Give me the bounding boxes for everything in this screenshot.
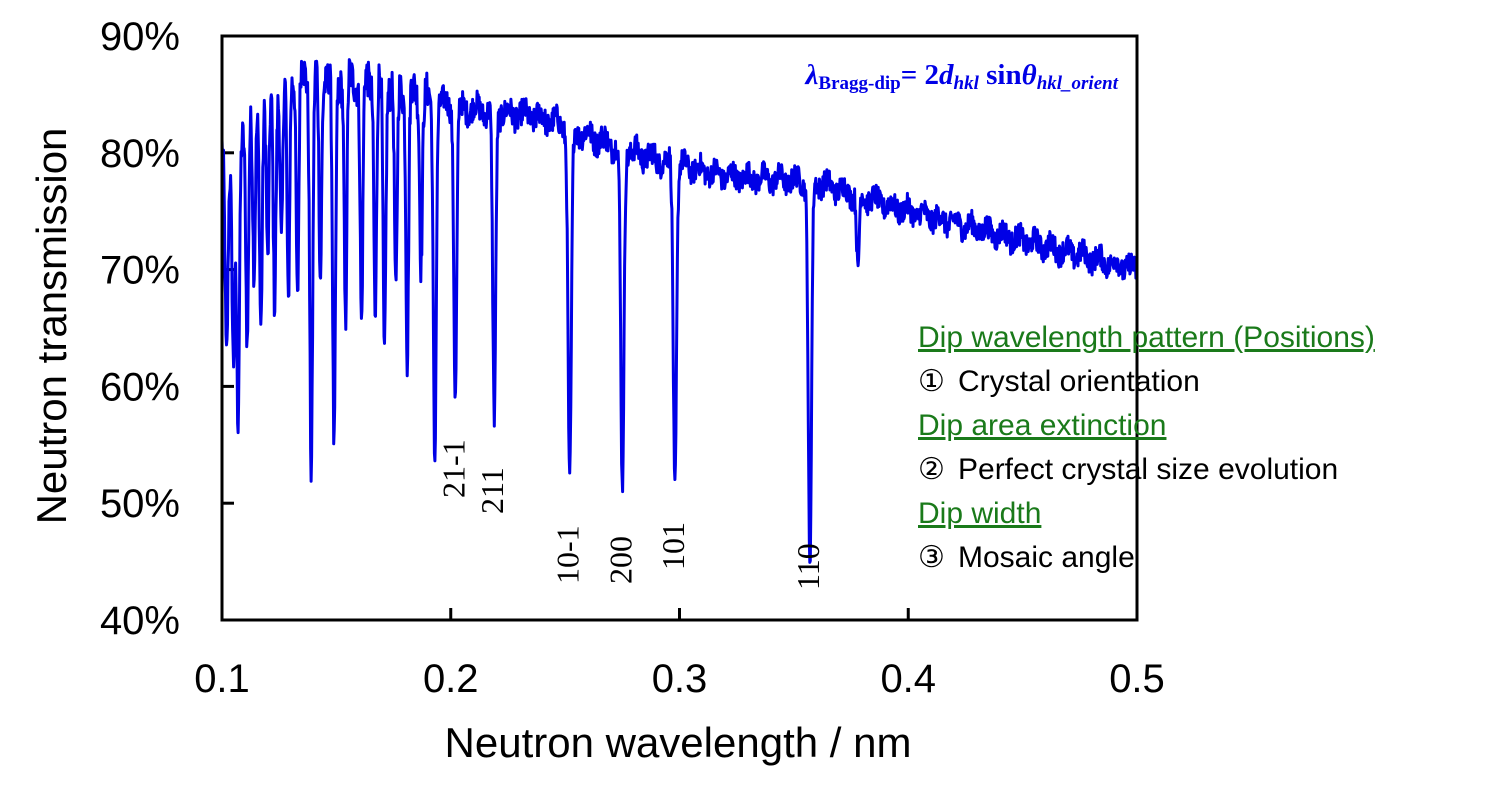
peak-label: 101: [655, 522, 691, 570]
y-tick-label: 70%: [100, 249, 180, 293]
y-tick-label: 40%: [100, 599, 180, 643]
y-tick-label: 60%: [100, 365, 180, 409]
peak-label: 110: [790, 543, 826, 590]
circled-number: ①: [918, 365, 945, 398]
formula-lambda: λ: [805, 59, 819, 91]
formula-d: d: [939, 59, 954, 91]
circled-number: ③: [918, 541, 945, 574]
transmission-series-line: [220, 58, 1139, 564]
peak-labels: 21-1 211 10-1 200 101 110: [435, 439, 826, 590]
x-tick-label: 0.4: [880, 657, 936, 701]
x-tick-label: 0.2: [423, 657, 479, 701]
formula-d-sub: hkl: [954, 73, 980, 94]
y-tick-label: 80%: [100, 132, 180, 176]
x-tick-label: 0.5: [1109, 657, 1165, 701]
formula-theta: θ: [1022, 59, 1037, 91]
x-tick-label: 0.1: [194, 657, 250, 701]
formula-equals: = 2: [901, 59, 939, 91]
circled-number: ②: [918, 453, 945, 486]
peak-label: 200: [602, 536, 638, 584]
y-axis-label: Neutron transmission: [28, 128, 75, 525]
x-axis-label: Neutron wavelength / nm: [445, 719, 912, 766]
note-header-width: Dip width: [918, 497, 1042, 530]
plot-frame: [220, 34, 1139, 622]
note-header-positions: Dip wavelength pattern (Positions): [918, 321, 1375, 354]
formula-theta-sub: hkl_orient: [1037, 73, 1119, 94]
peak-label: 21-1: [435, 439, 471, 498]
x-tick-label: 0.3: [652, 657, 708, 701]
peak-label: 10-1: [550, 525, 586, 584]
note-item-mosaic: ③ Mosaic angle: [918, 536, 1375, 580]
dip-notes: Dip wavelength pattern (Positions) ① Crys…: [918, 316, 1375, 580]
y-tick-label: 90%: [100, 15, 180, 59]
formula-sin: sin: [979, 59, 1022, 91]
note-header-extinction: Dip area extinction: [918, 409, 1167, 442]
note-text: Mosaic angle: [958, 541, 1135, 574]
y-tick-label: 50%: [100, 482, 180, 526]
formula-lambda-sub: Bragg-dip: [818, 73, 900, 94]
peak-label: 211: [474, 467, 510, 514]
note-text: Perfect crystal size evolution: [958, 453, 1339, 486]
note-item-orientation: ① Crystal orientation: [918, 360, 1375, 404]
x-axis: 0.1 0.2 0.3 0.4 0.5: [194, 608, 1165, 701]
bragg-formula: λBragg-dip= 2dhkl sinθhkl_orient: [805, 59, 1119, 94]
note-item-size: ② Perfect crystal size evolution: [918, 448, 1375, 492]
note-text: Crystal orientation: [958, 365, 1200, 398]
y-axis: 40% 50% 60% 70% 80% 90%: [100, 15, 234, 643]
